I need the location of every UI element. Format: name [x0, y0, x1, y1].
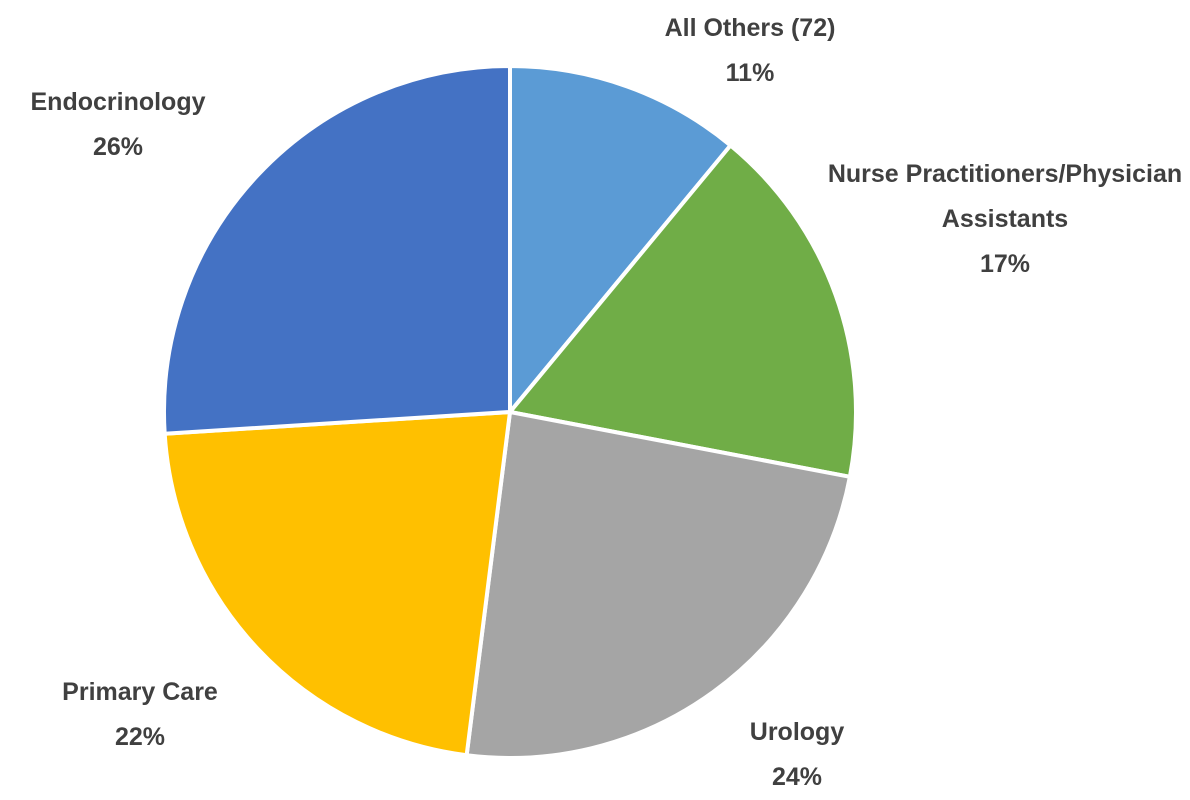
- category-label: All Others (72): [664, 14, 836, 42]
- pie-slice: [162, 410, 512, 758]
- data-label: All Others (72) 11%: [665, 6, 836, 96]
- pie-slice: [464, 410, 852, 760]
- data-label: Nurse Practitioners/Physician Assistants…: [825, 152, 1185, 287]
- category-label: Urology: [749, 718, 845, 746]
- value-label: 11%: [725, 59, 775, 87]
- pie-slice: [508, 143, 858, 479]
- value-label: 24%: [771, 763, 823, 791]
- pie-slice: [508, 64, 733, 414]
- data-label: Urology 24%: [750, 710, 844, 800]
- category-label: Primary Care: [62, 678, 218, 706]
- value-label: 26%: [92, 133, 144, 161]
- data-label: Primary Care 22%: [62, 670, 218, 760]
- value-label: 22%: [114, 723, 166, 751]
- pie-slice: [162, 64, 512, 436]
- category-label: Nurse Practitioners/Physician Assistants: [827, 160, 1183, 233]
- value-label: 17%: [979, 250, 1031, 278]
- data-label: Endocrinology 26%: [31, 80, 206, 170]
- category-label: Endocrinology: [30, 88, 206, 116]
